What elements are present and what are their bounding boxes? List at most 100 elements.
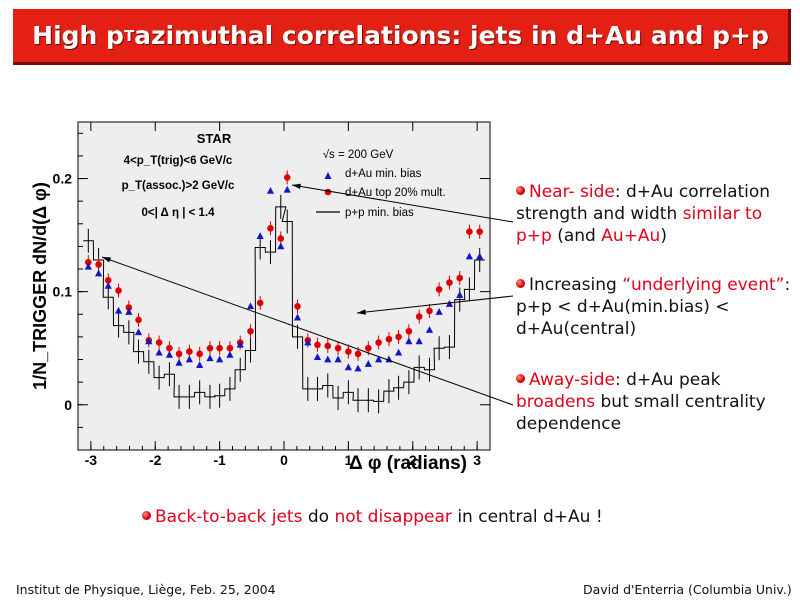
y-axis-label: 1/N_TRIGGER dN/d(Δ φ) (30, 182, 50, 390)
bullet-text-segment: but small centrality dependence (516, 392, 766, 434)
plot-legend: d+Au min. bias d+Au top 20% mult. p+p min.… (316, 168, 446, 219)
bottom-statement: Back-to-back jets do not disappear in ce… (142, 506, 702, 528)
central-data-point (375, 339, 382, 346)
central-data-point (354, 350, 362, 358)
plot-background (78, 122, 490, 450)
title-subscript: T (123, 26, 135, 45)
minbias-data-point (114, 306, 123, 314)
x-tick-label: 2 (409, 452, 417, 468)
minbias-data-point (155, 348, 163, 356)
title-text-pre: High p (32, 21, 124, 50)
central-data-point (135, 316, 142, 324)
minbias-data-point (277, 242, 285, 250)
minbias-data-point (425, 326, 434, 333)
central-data-point (104, 277, 112, 284)
plot-annotations: STAR 4<p_T(trig)<6 GeV/c p_T(assoc.)>2 GeV… (122, 131, 394, 219)
central-data-point (196, 350, 203, 358)
minbias-data-point (456, 291, 464, 298)
x-tick-label: 0 (280, 452, 288, 468)
minbias-data-point (465, 252, 473, 260)
bullet-away-side: Away-side: d+Au peak broadens but small … (516, 369, 792, 435)
arrowhead-icon (357, 309, 366, 315)
callout-line (356, 295, 514, 314)
central-data-point (415, 313, 423, 320)
minbias-data-point (216, 355, 224, 363)
callout-line (101, 256, 514, 406)
minbias-data-point (246, 302, 255, 310)
central-data-point (334, 344, 342, 352)
central-data-point (476, 228, 484, 236)
bullet-text-segment: in central d+Au ! (451, 507, 603, 527)
minbias-data-point (354, 364, 362, 372)
minbias-data-point (445, 300, 454, 307)
central-data-point (385, 335, 393, 343)
bullet-text-segment: “underlying event” (622, 275, 785, 295)
bullet-text-segment: Increasing (529, 275, 623, 295)
minbias-data-point (293, 313, 302, 321)
minbias-data-point (256, 232, 264, 240)
legend-triangle-icon (324, 172, 332, 179)
central-data-point (247, 327, 254, 335)
bullet-dot-icon (142, 511, 151, 520)
x-tick-label: -3 (85, 452, 98, 468)
central-data-point (277, 235, 285, 242)
plot-annotation: 0<| Δ η | < 1.4 (141, 207, 215, 219)
legend-entry: d+Au top 20% mult. (345, 187, 446, 199)
central-data-point (435, 286, 443, 293)
title-text-post: azimuthal correlations: jets in d+Au and… (134, 21, 769, 50)
plot-ticks: -3 -2 -1 0 1 2 3 0 0.1 0.2 (53, 122, 490, 468)
bullet-text-segment: ) (660, 226, 667, 246)
central-data-point (324, 342, 332, 350)
callout-line (291, 184, 514, 223)
central-data-point (206, 344, 214, 352)
callout-arrows (101, 183, 514, 406)
central-data-point (466, 228, 473, 236)
minbias-data-point (394, 348, 403, 356)
minbias-data-point (165, 350, 174, 358)
bullet-text-segment: Away-side (529, 370, 615, 390)
bullet-text-segment: : d+Au correlation strength and width (516, 182, 771, 224)
bullet-text-segment: similar to p+p (516, 204, 763, 246)
plot-annotation: p_T(assoc.)>2 GeV/c (122, 180, 235, 192)
minbias-data-point (283, 185, 291, 193)
minbias-data-point (304, 338, 312, 346)
minbias-data-point (334, 355, 342, 363)
axis-labels: Δ φ (radians) 1/N_TRIGGER dN/d(Δ φ) (30, 182, 467, 474)
bullet-near-side: Near- side: d+Au correlation strength an… (516, 181, 792, 247)
minbias-data-point (185, 355, 193, 363)
plot-annotation: 4<p_T(trig)<6 GeV/c (124, 155, 233, 167)
central-data-point (175, 350, 183, 358)
bullet-dot-icon (516, 279, 525, 288)
legend-entry: p+p min. bias (345, 207, 414, 219)
bullet-dot-icon (516, 374, 525, 383)
central-data-point (155, 339, 163, 346)
central-data-point (267, 225, 274, 232)
minbias-data-point (476, 252, 484, 260)
central-data-point (446, 279, 453, 286)
minbias-data-point (364, 360, 372, 367)
plot-annotation: STAR (197, 131, 232, 146)
central-data-point (365, 344, 372, 352)
y-tick-label: 0.2 (53, 171, 73, 187)
minbias-data-point (375, 355, 383, 363)
central-data-point (125, 304, 133, 311)
bullet-text-segment: : d+Au peak (615, 370, 721, 390)
central-data-point (256, 299, 264, 307)
central-data-point (85, 258, 92, 266)
y-tick-label: 0.1 (53, 284, 73, 300)
arrowhead-icon (292, 183, 301, 190)
footer-author: David d'Enterria (Columbia Univ.) (583, 582, 792, 597)
central-data-point (216, 344, 223, 352)
central-data-point (294, 303, 301, 310)
bullet-text-segment: not disappear (334, 507, 452, 527)
minbias-data-point (344, 363, 352, 371)
minbias-data-point (236, 340, 244, 348)
minbias-data-point (266, 186, 275, 194)
footer-venue: Institut de Physique, Liège, Feb. 25, 20… (16, 582, 276, 597)
bullet-text-segment: Near- side (529, 182, 615, 202)
minbias-data-point (196, 361, 204, 368)
minbias-data-point (313, 353, 322, 361)
minbias-data-point (415, 337, 423, 345)
central-data-point (283, 174, 291, 181)
